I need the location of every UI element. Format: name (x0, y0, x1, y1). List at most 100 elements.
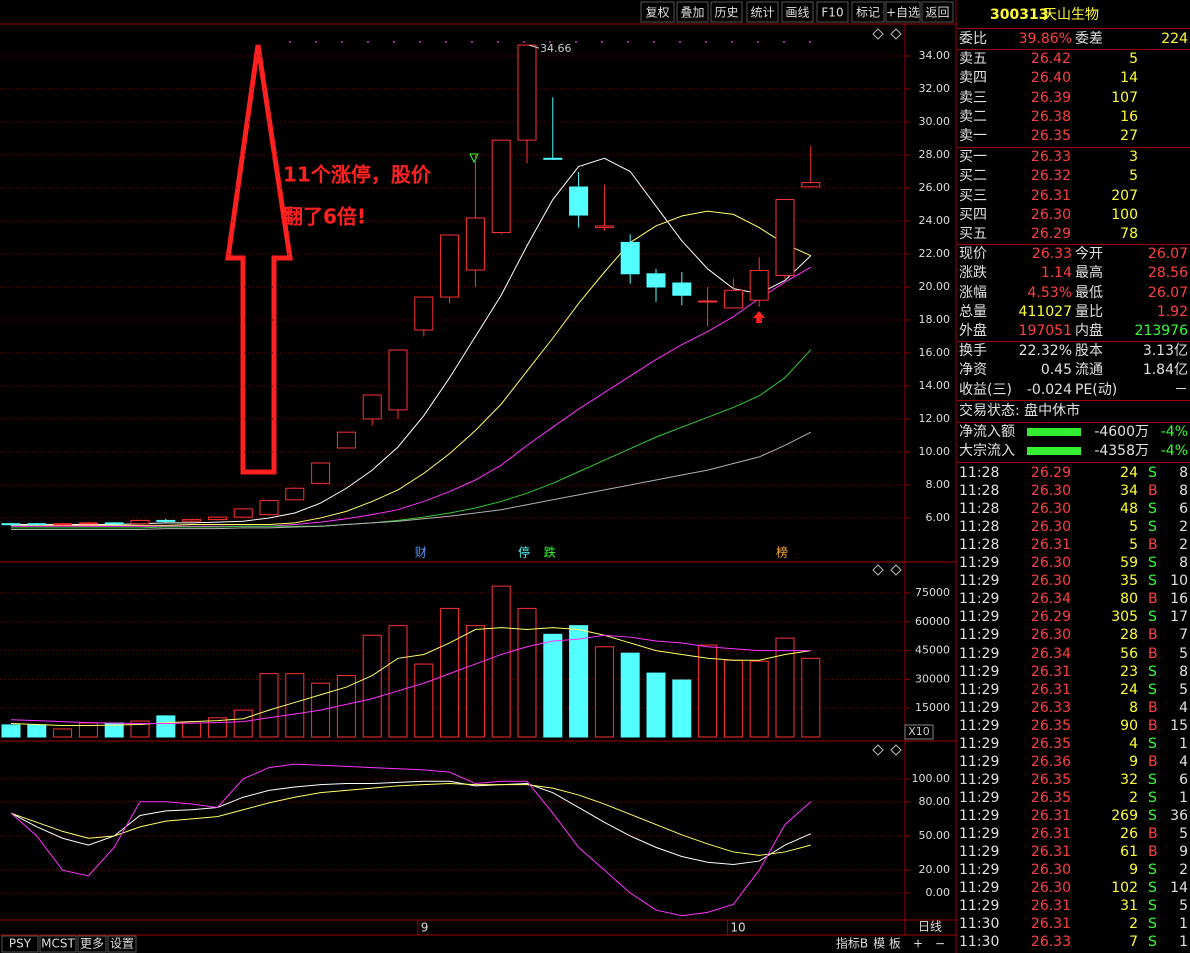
dot-marker (653, 41, 655, 43)
trade-volume: 26 (1120, 826, 1138, 842)
toolbar-button[interactable]: 返回 (925, 6, 949, 20)
dot-marker (757, 41, 759, 43)
quote-cell: 26.39 (1030, 89, 1071, 106)
separator (957, 400, 1190, 401)
quote-cell: 39.86% (1018, 31, 1072, 47)
separator (957, 49, 1190, 50)
candle-body (465, 217, 485, 271)
trade-side: S (1148, 771, 1157, 788)
trade-side: S (1148, 880, 1157, 897)
trade-time: 11:29 (959, 862, 1000, 879)
trade-volume: 24 (1120, 465, 1138, 481)
trade-side: S (1148, 916, 1157, 933)
dot-marker (341, 41, 343, 43)
trade-time: 11:29 (959, 753, 1000, 770)
y-tick-label: 80.00 (919, 795, 951, 808)
trade-count: 4 (1179, 753, 1188, 770)
quote-cell: PE(动) (1075, 381, 1118, 398)
toolbar-button-frame[interactable] (816, 1, 849, 23)
trade-time: 11:28 (959, 519, 1000, 536)
y-tick-label: 26.00 (919, 181, 951, 194)
trade-count: 16 (1170, 591, 1188, 608)
trade-time: 11:29 (959, 880, 1000, 897)
trade-count: 8 (1179, 663, 1188, 680)
candle-body (414, 296, 434, 331)
separator (957, 244, 1190, 245)
toolbar-button[interactable]: 历史 (714, 6, 738, 20)
trade-price: 26.30 (1030, 573, 1071, 590)
dot-marker (419, 41, 421, 43)
quote-cell: 107 (1111, 89, 1138, 106)
toolbar-button[interactable]: 画线 (785, 6, 809, 20)
x-tick-label: 10 (730, 921, 745, 935)
toolbar-button-frame[interactable] (885, 1, 921, 23)
bottom-button[interactable]: 模 板 (873, 937, 901, 951)
toolbar-button[interactable]: 复权 (645, 6, 669, 20)
toolbar-button[interactable]: 统计 (750, 6, 774, 20)
trade-side: B (1148, 537, 1158, 554)
y-tick-label: 20.00 (919, 863, 951, 876)
dot-marker (601, 41, 603, 43)
dot-marker (575, 41, 577, 43)
trade-side: B (1148, 826, 1158, 842)
candle-body (672, 282, 692, 296)
toolbar-button-frame[interactable] (710, 1, 743, 23)
trade-volume: 269 (1111, 807, 1138, 824)
bottom-button[interactable]: + (913, 937, 923, 951)
background (0, 0, 957, 953)
toolbar-button[interactable]: 叠加 (680, 6, 704, 20)
toolbar-button[interactable]: F10 (821, 6, 843, 20)
quote-cell: 26.38 (1030, 108, 1071, 125)
toolbar-button[interactable]: +自选 (886, 6, 920, 20)
trade-side: B (1148, 844, 1158, 861)
quote-cell: 26.33 (1031, 246, 1072, 262)
toolbar-button-frame[interactable] (676, 1, 709, 23)
quote-cell: 大宗流入 (959, 443, 1015, 460)
flow-bar (1027, 447, 1081, 456)
candle-body (801, 182, 821, 188)
quote-cell: 27 (1120, 128, 1138, 145)
trade-count: 1 (1179, 916, 1188, 933)
separator (957, 147, 1190, 148)
volume-bar (259, 673, 279, 738)
trade-side: B (1148, 627, 1158, 644)
candle-body (775, 199, 795, 276)
toolbar-button[interactable]: 标记 (856, 6, 880, 20)
volume-average (10, 627, 811, 726)
dot-marker (705, 41, 707, 43)
volume-unit: X10 (908, 725, 930, 738)
tab-frame[interactable] (1, 935, 39, 953)
bottom-tab[interactable]: 设置 (110, 937, 134, 951)
volume-bar (749, 660, 769, 738)
trade-price: 26.29 (1030, 609, 1071, 626)
tab-frame[interactable] (39, 935, 77, 953)
quote-cell: 224 (1161, 31, 1188, 47)
trade-count: 4 (1179, 699, 1188, 716)
bottom-button[interactable]: − (935, 937, 945, 951)
quote-cell: 委比 (959, 31, 987, 47)
quote-cell: 卖五 (959, 51, 987, 67)
trade-side: S (1148, 789, 1157, 806)
toolbar-button-frame[interactable] (851, 1, 885, 23)
volume-bar (440, 607, 460, 738)
trade-count: 7 (1179, 627, 1188, 644)
trade-time: 11:29 (959, 627, 1000, 644)
bottom-tab[interactable]: PSY (9, 937, 32, 951)
trade-count: 2 (1179, 537, 1188, 554)
toolbar-button-frame[interactable] (640, 1, 675, 23)
trade-count: 5 (1179, 826, 1188, 842)
tab-frame[interactable] (107, 935, 137, 953)
tab-frame[interactable] (77, 935, 107, 953)
quote-cell: 197051 (1018, 323, 1072, 340)
dot-marker (731, 41, 733, 43)
toolbar-button-frame[interactable] (921, 1, 954, 23)
toolbar-button-frame[interactable] (746, 1, 779, 23)
bottom-tab[interactable]: MCST (41, 937, 75, 951)
bottom-tab[interactable]: 更多 (80, 937, 104, 951)
toolbar-button-frame[interactable] (781, 1, 814, 23)
bottom-button[interactable]: 指标B (836, 936, 868, 951)
trade-volume: 56 (1120, 645, 1138, 662)
quote-cell: 5 (1129, 51, 1138, 67)
trade-time: 11:28 (959, 483, 1000, 500)
trade-count: 2 (1179, 862, 1188, 879)
